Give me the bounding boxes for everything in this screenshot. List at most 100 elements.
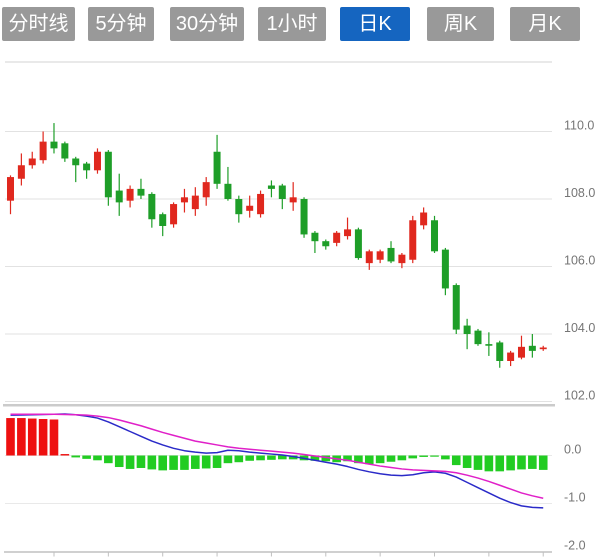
- candles-layer: [7, 123, 547, 368]
- candle-body: [376, 251, 384, 260]
- candle-body: [517, 346, 525, 358]
- candle-body: [137, 188, 145, 196]
- price-tick-label: 102.0: [564, 389, 595, 403]
- macd-bar: [147, 455, 157, 470]
- macd-bar: [386, 455, 396, 462]
- price-tick-label: 106.0: [564, 254, 595, 268]
- macd-layer: [6, 413, 548, 509]
- macd-tick-label: -1.0: [564, 491, 586, 505]
- candle-body: [420, 212, 428, 226]
- candle-body: [333, 232, 341, 243]
- candle-body: [463, 325, 471, 334]
- tab-daily-k[interactable]: 日K: [340, 7, 410, 41]
- macd-bar: [114, 455, 124, 468]
- price-tick-label: 108.0: [564, 186, 595, 200]
- tab-timeline[interactable]: 分时线: [2, 7, 75, 41]
- macd-bar: [408, 455, 418, 459]
- gridlines-layer: [3, 61, 555, 557]
- macd-bar: [321, 455, 331, 462]
- macd-bar: [375, 455, 385, 464]
- candle-body: [50, 141, 58, 149]
- macd-bar: [267, 455, 276, 460]
- macd-bar: [430, 455, 439, 457]
- candle-body: [409, 220, 417, 260]
- macd-bar: [60, 454, 70, 456]
- candle-body: [235, 199, 243, 215]
- price-tick-label: 110.0: [564, 119, 594, 133]
- candle-body: [365, 251, 373, 264]
- tab-5min[interactable]: 5分钟: [88, 7, 154, 41]
- candle-body: [398, 254, 406, 264]
- macd-bar: [484, 455, 494, 472]
- macd-bar: [158, 455, 168, 471]
- macd-bar: [462, 455, 472, 468]
- macd-bar: [288, 455, 298, 460]
- candle-body: [322, 241, 330, 247]
- macd-bar: [354, 455, 363, 464]
- candle-body: [72, 158, 80, 166]
- tab-monthly-k[interactable]: 月K: [510, 7, 580, 41]
- macd-bar: [82, 455, 91, 459]
- candle-body: [441, 249, 449, 289]
- macd-bar: [223, 455, 233, 464]
- macd-bar: [473, 455, 483, 470]
- interval-tabs: 分时线 5分钟 30分钟 1小时 日K 周K 月K: [0, 0, 613, 47]
- candle-body: [148, 193, 156, 220]
- candle-body: [93, 151, 101, 171]
- candle-body: [224, 183, 232, 199]
- candle-body: [507, 352, 515, 361]
- candle-body: [289, 197, 297, 203]
- candle-body: [115, 190, 123, 203]
- macd-bar: [245, 455, 254, 461]
- macd-bar: [125, 455, 135, 469]
- candle-body: [496, 342, 504, 361]
- candle-body: [39, 141, 47, 161]
- macd-bar: [538, 455, 548, 470]
- macd-bar: [38, 419, 48, 456]
- candle-body: [387, 247, 395, 262]
- macd-tick-label: 0.0: [564, 443, 581, 457]
- macd-bar: [419, 455, 428, 457]
- tab-weekly-k[interactable]: 周K: [427, 7, 494, 41]
- candle-body: [311, 232, 319, 242]
- candle-body: [354, 229, 362, 259]
- candle-body: [28, 158, 36, 166]
- candle-body: [452, 285, 460, 330]
- macd-bar: [397, 455, 407, 461]
- candle-body: [485, 344, 493, 346]
- macd-bar: [256, 455, 265, 461]
- candle-body: [300, 199, 308, 235]
- candle-body: [474, 330, 482, 345]
- candle-body: [17, 165, 25, 179]
- macd-bar: [343, 455, 352, 462]
- candle-body: [180, 197, 188, 203]
- candle-body: [104, 151, 112, 198]
- candle-body: [278, 185, 286, 199]
- candle-body: [159, 214, 167, 226]
- tab-1hour[interactable]: 1小时: [258, 7, 326, 41]
- candle-body: [528, 345, 536, 351]
- axis-labels-layer: 110.0 108.0 106.0 104.0 102.0 0.0 -1.0 -2.0: [564, 119, 595, 553]
- macd-bar: [441, 455, 450, 460]
- macd-bar: [17, 418, 26, 456]
- macd-bar: [364, 455, 374, 465]
- candle-body: [539, 347, 547, 350]
- candle-body: [202, 182, 210, 198]
- candle-body: [7, 177, 14, 201]
- candle-body: [170, 204, 178, 225]
- macd-bar: [169, 455, 178, 470]
- dea-line: [10, 413, 544, 499]
- macd-bar: [71, 455, 81, 458]
- macd-bar: [136, 455, 146, 468]
- macd-bar: [528, 455, 537, 469]
- macd-bar: [6, 418, 15, 456]
- macd-bar: [310, 455, 320, 461]
- macd-bar: [93, 455, 102, 461]
- tab-30min[interactable]: 30分钟: [170, 7, 244, 41]
- macd-bar: [27, 418, 37, 456]
- macd-tick-label: -2.0: [564, 539, 586, 553]
- dif-line: [10, 413, 544, 509]
